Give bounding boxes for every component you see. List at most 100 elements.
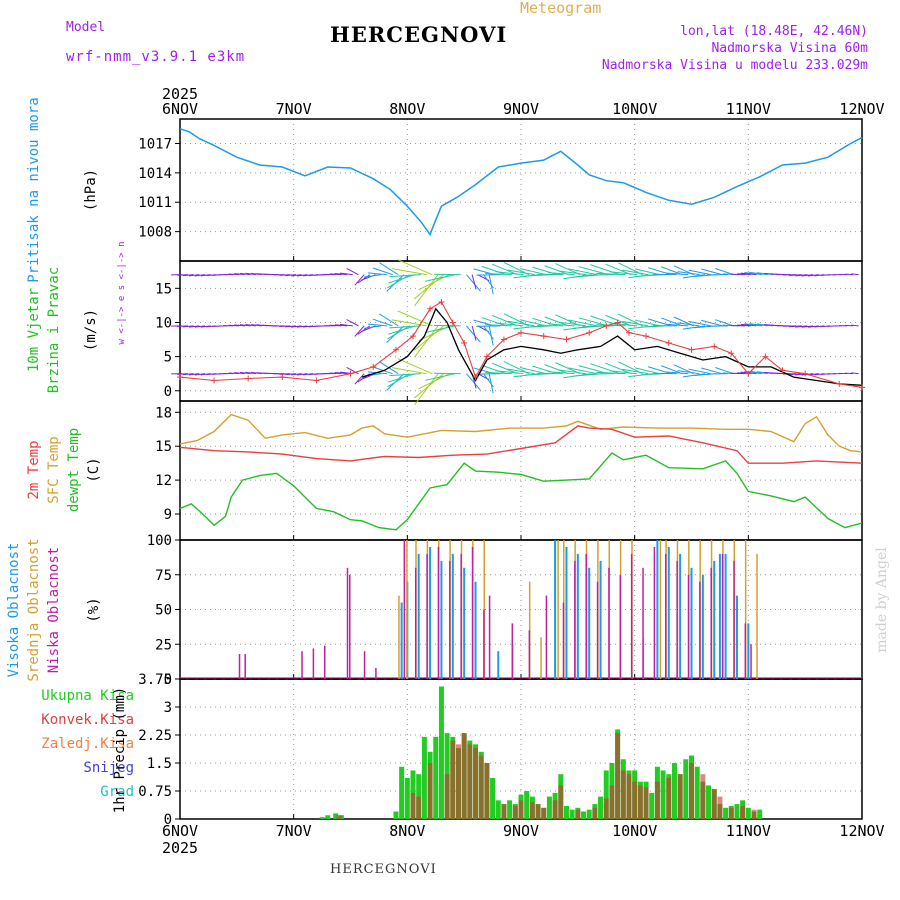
wind-arrow <box>544 316 569 327</box>
wind-arrow <box>485 372 512 375</box>
wind-gust-marker <box>802 370 809 377</box>
precip-conv-bar <box>609 785 615 819</box>
wind-arrow <box>250 272 262 276</box>
wind-side-label-2: Brzina i Pravac <box>46 267 62 393</box>
wind-arrow <box>507 320 535 327</box>
precip-conv-bar <box>336 815 342 819</box>
wind-arrow <box>397 310 433 327</box>
precip-total-bar <box>757 809 763 819</box>
wind-arrow <box>789 274 802 277</box>
wind-arrow <box>285 373 296 376</box>
wind-arrow <box>466 325 481 343</box>
precip-total-bar <box>399 766 405 819</box>
wind-arrow <box>495 370 524 375</box>
cloud-side-label-1: Visoka Oblacnost <box>6 543 22 678</box>
wind-arrow <box>740 272 757 276</box>
wind-arrow <box>605 362 632 375</box>
wind-arrow <box>182 274 194 277</box>
y-tick-label: 1011 <box>138 195 172 211</box>
wind-arrow <box>297 325 308 328</box>
wind-arrow <box>302 325 314 328</box>
wind-arrow <box>596 272 626 276</box>
precip-conv-bar <box>541 807 547 819</box>
wind-arrow <box>582 274 615 276</box>
wind-arrow <box>346 267 359 276</box>
wind-gust-marker <box>745 370 752 377</box>
wind-arrow <box>245 371 257 375</box>
wind-arrow <box>491 314 518 327</box>
precip-conv-bar <box>501 804 507 819</box>
wind-gust-marker <box>540 333 547 340</box>
precip-total-bar <box>507 800 513 819</box>
wind-arrow <box>622 368 649 375</box>
wind-arrow <box>851 324 859 327</box>
precip-conv-bar <box>717 796 723 819</box>
wind-arrow <box>389 373 422 377</box>
precip-unit-label: 1hr Precip (mm) <box>112 687 128 813</box>
wind-gust-marker <box>483 353 490 360</box>
y-tick-label: 1.5 <box>147 756 172 772</box>
wind-arrow <box>425 325 456 334</box>
precip-conv-bar <box>484 763 490 819</box>
precip-legend-item: Ukupna Kisa <box>41 688 134 704</box>
x-day-label-top: 12NOV <box>839 100 884 118</box>
precip-conv-bar <box>558 785 564 819</box>
wind-gust-marker <box>625 329 632 336</box>
precip-total-bar <box>603 770 609 819</box>
wind-arrow <box>425 373 456 381</box>
wind-arrow <box>194 274 206 277</box>
footer-station: HERCEGNOVI <box>330 862 437 877</box>
wind-arrow <box>297 274 308 277</box>
precip-conv-bar <box>626 774 632 819</box>
wind-gust-marker <box>472 374 479 381</box>
wind-gust-marker <box>859 384 865 391</box>
y-tick-label: 2.25 <box>138 728 172 744</box>
wind-arrow <box>666 323 689 327</box>
model-name: wrf-nmm_v3.9.1 e3km <box>66 49 246 65</box>
wind-gust-marker <box>449 319 456 326</box>
cloud-unit-label: (%) <box>86 597 102 622</box>
wind-gust-marker <box>313 377 320 384</box>
y-tick-label: 1014 <box>138 166 172 182</box>
wind-arrow <box>291 325 302 328</box>
wind-arrow <box>845 324 853 327</box>
wind-arrow <box>495 322 524 327</box>
precip-total-bar <box>433 736 439 819</box>
wind-arrow <box>387 373 410 388</box>
wind-arrow <box>807 274 819 277</box>
wind-arrow <box>414 274 439 307</box>
wind-gust-marker <box>711 343 718 350</box>
wind-arrow <box>715 367 734 375</box>
wind-gust-marker <box>762 353 769 360</box>
temp2m-line <box>179 425 863 464</box>
precip-total-bar <box>683 759 689 819</box>
precip-legend-item: Snijeg <box>83 760 134 776</box>
wind-arrow <box>379 313 399 327</box>
wind-arrow <box>519 268 547 276</box>
precip-conv-bar <box>740 805 746 819</box>
wind-arrow <box>789 373 802 376</box>
precip-conv-bar <box>637 785 643 819</box>
precip-conv-bar <box>575 809 581 819</box>
wind-arrow <box>334 372 348 375</box>
wind-arrow <box>372 318 393 327</box>
wind-arrow <box>701 319 723 327</box>
wind-gust-marker <box>836 380 843 387</box>
pressure-line <box>179 128 863 237</box>
wind-arrow <box>488 373 494 394</box>
precip-conv-bar <box>700 774 706 819</box>
y-tick-label: 0 <box>164 812 172 828</box>
wind-arrow <box>661 317 683 327</box>
precip-conv-bar <box>615 733 621 819</box>
wind-arrow <box>605 263 632 276</box>
wind-arrow <box>354 373 365 385</box>
wind-arrow <box>291 373 302 376</box>
y-tick-label: 3.75 <box>138 672 172 688</box>
wind-arrow <box>279 274 291 276</box>
y-tick-label: 15 <box>155 281 172 297</box>
precip-legend-item: Grad <box>100 784 134 800</box>
wind-arrow <box>340 272 353 276</box>
x-day-label-bottom: 9NOV <box>503 822 539 840</box>
wind-arrow <box>582 373 615 375</box>
